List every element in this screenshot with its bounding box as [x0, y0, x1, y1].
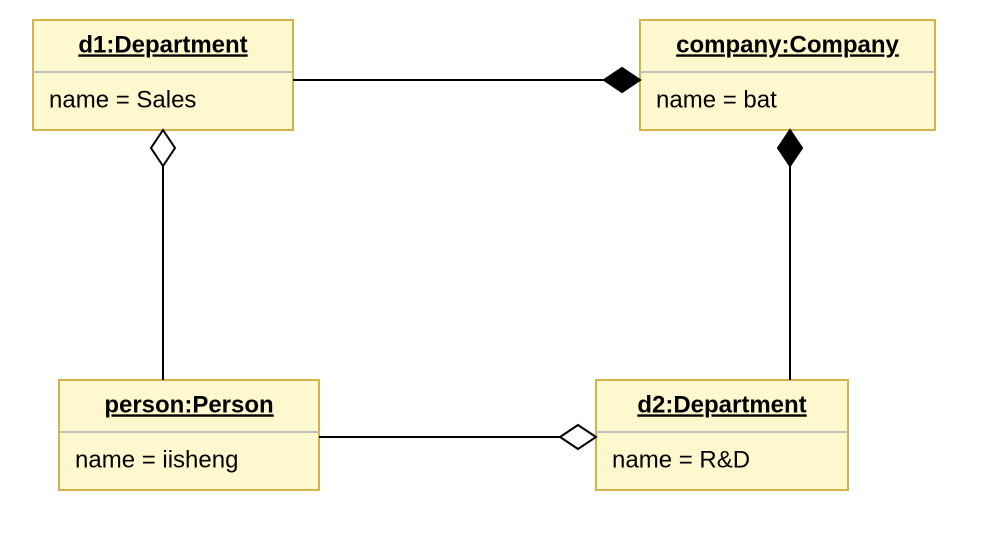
composition-diamond-icon [604, 68, 640, 92]
object-attribute: name = iisheng [75, 446, 238, 473]
edge-e4 [319, 425, 596, 449]
object-title: company:Company [676, 31, 899, 58]
uml-object-diagram: d1:Department name = Sales company:Company… [0, 0, 992, 552]
object-attribute: name = Sales [49, 86, 196, 113]
object-attribute: name = R&D [612, 446, 750, 473]
object-title: d1:Department [78, 31, 247, 58]
object-d2: d2:Department name = R&D [596, 380, 848, 490]
edge-e1 [293, 68, 640, 92]
aggregation-diamond-icon [151, 130, 175, 166]
edge-e2 [151, 130, 175, 380]
aggregation-diamond-icon [560, 425, 596, 449]
object-attribute: name = bat [656, 86, 777, 113]
composition-diamond-icon [778, 130, 802, 166]
object-d1: d1:Department name = Sales [33, 20, 293, 130]
object-title: person:Person [104, 391, 273, 418]
object-title: d2:Department [637, 391, 806, 418]
object-company: company:Company name = bat [640, 20, 935, 130]
edge-e3 [778, 130, 802, 380]
object-person: person:Person name = iisheng [59, 380, 319, 490]
